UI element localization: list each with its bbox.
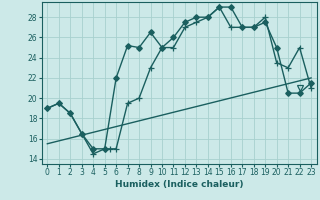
X-axis label: Humidex (Indice chaleur): Humidex (Indice chaleur) bbox=[115, 180, 244, 189]
